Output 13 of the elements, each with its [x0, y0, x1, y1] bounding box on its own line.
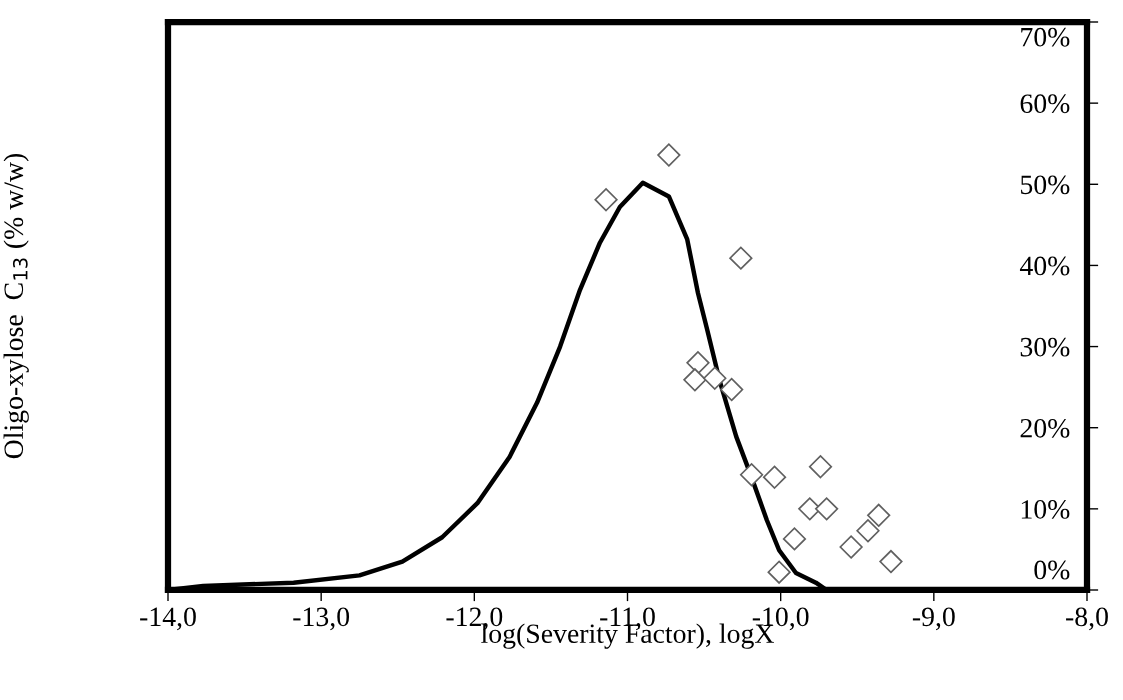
x-tick-label: -9,0	[912, 607, 955, 631]
y-tick-label: 0%	[1034, 560, 1070, 580]
y-axis-title: Oligo-xylose C$_{13}$ (% w/w)	[3, 153, 29, 459]
x-tick-label: -13,0	[293, 607, 350, 631]
y-tick-label: 20%	[1020, 418, 1070, 438]
x-tick-label: -14,0	[140, 607, 196, 631]
y-tick-label: 30%	[1020, 337, 1070, 357]
y-tick-label: 60%	[1020, 94, 1070, 114]
y-tick-label: 70%	[1021, 27, 1070, 47]
y-tick-label: 50%	[1021, 175, 1070, 195]
x-tick-label: -8,0	[1066, 607, 1108, 631]
y-tick-label: 40%	[1019, 256, 1070, 276]
y-tick-label: 10%	[1021, 500, 1070, 519]
